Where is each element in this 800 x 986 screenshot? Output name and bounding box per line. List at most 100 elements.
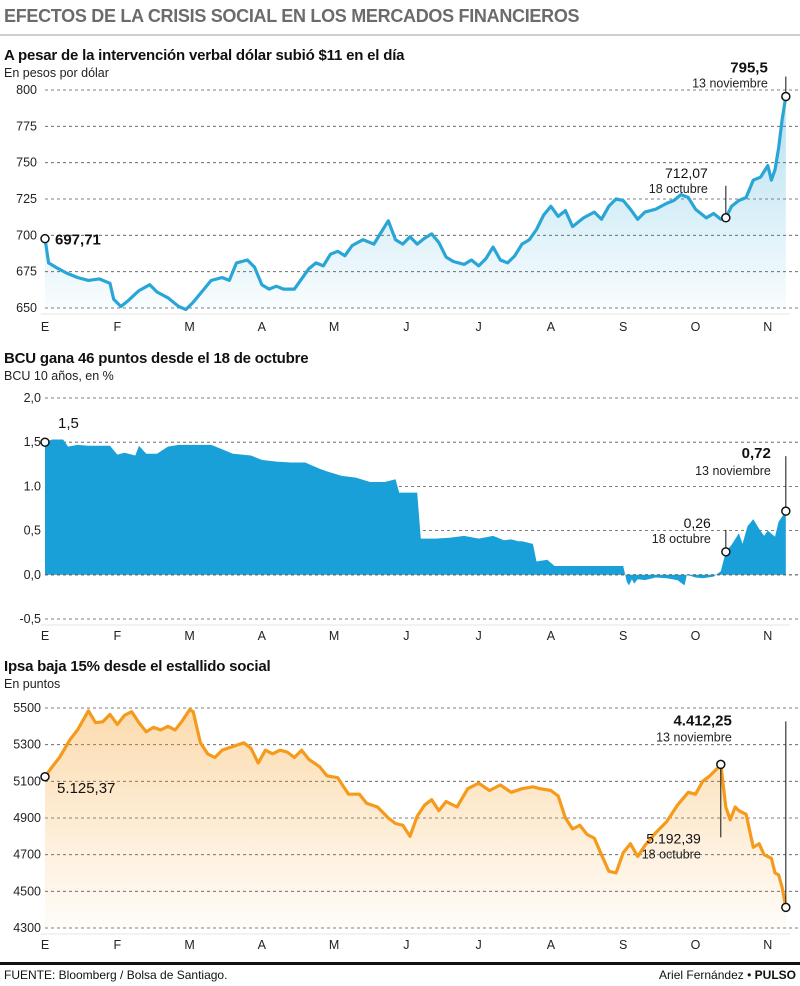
nov13-date-label: 13 noviembre bbox=[656, 730, 732, 744]
footer-author: Ariel Fernández bbox=[659, 968, 744, 982]
x-tick-label: M bbox=[329, 320, 339, 334]
series-area bbox=[45, 96, 786, 310]
x-tick-label: N bbox=[763, 320, 772, 334]
nov13-value-label: 795,5 bbox=[730, 60, 768, 77]
x-tick-label: S bbox=[619, 629, 627, 643]
nov13-date-label: 13 noviembre bbox=[695, 464, 771, 478]
x-tick-label: M bbox=[329, 938, 339, 952]
oct18-value-label: 5.192,39 bbox=[646, 830, 701, 846]
y-tick-label: 0,5 bbox=[24, 524, 41, 538]
y-tick-label: 4900 bbox=[13, 811, 41, 825]
series-line bbox=[43, 708, 788, 908]
series-area bbox=[45, 709, 786, 928]
y-tick-label: 650 bbox=[16, 301, 37, 315]
x-tick-label: A bbox=[258, 320, 267, 334]
x-tick-label: J bbox=[476, 629, 482, 643]
start-value-label: 5.125,37 bbox=[57, 780, 115, 797]
x-tick-label: M bbox=[184, 629, 194, 643]
series-area bbox=[45, 439, 786, 586]
y-tick-label: 4300 bbox=[13, 921, 41, 935]
footer-brand: PULSO bbox=[754, 968, 796, 982]
y-tick-label: 750 bbox=[16, 156, 37, 170]
x-tick-label: O bbox=[691, 320, 701, 334]
nov13-value-label: 0,72 bbox=[742, 445, 771, 462]
x-tick-label: M bbox=[184, 320, 194, 334]
oct18-value-label: 0,26 bbox=[684, 515, 711, 531]
start-value-label: 1,5 bbox=[58, 415, 79, 432]
nov13-value-label: 4.412,25 bbox=[673, 712, 731, 729]
x-tick-label: N bbox=[763, 938, 772, 952]
y-tick-label: 1,5 bbox=[24, 435, 41, 449]
x-tick-label: A bbox=[258, 938, 267, 952]
bcu-chart-title: BCU gana 46 puntos desde el 18 de octubr… bbox=[4, 350, 309, 367]
nov13-date-label: 13 noviembre bbox=[692, 77, 768, 91]
header-divider bbox=[0, 34, 800, 36]
x-tick-label: A bbox=[258, 629, 267, 643]
y-tick-label: 5100 bbox=[13, 774, 41, 788]
usd-chart-subtitle: En pesos por dólar bbox=[4, 66, 109, 80]
y-tick-label: 1.0 bbox=[24, 479, 41, 493]
start-marker bbox=[40, 437, 50, 447]
x-tick-label: J bbox=[476, 938, 482, 952]
page-title: EFECTOS DE LA CRISIS SOCIAL EN LOS MERCA… bbox=[4, 6, 580, 26]
y-tick-label: 675 bbox=[16, 265, 37, 279]
bcu-chart: 2,0 1,5 1.0 0,5 0,0 -0,5E F M A M J J A S O N 1,5 0,2618 … bbox=[19, 391, 800, 643]
y-tick-label: 5300 bbox=[13, 738, 41, 752]
y-tick-label: 0,0 bbox=[24, 568, 41, 582]
nov13-marker bbox=[781, 91, 791, 102]
y-tick-label: 2,0 bbox=[24, 391, 41, 405]
ipsa-chart-subtitle: En puntos bbox=[4, 677, 61, 691]
x-tick-label: N bbox=[763, 629, 772, 643]
x-tick-label: F bbox=[113, 320, 121, 334]
footer-separator: • bbox=[747, 968, 752, 982]
oct18-date-label: 18 octubre bbox=[652, 532, 711, 546]
x-tick-label: E bbox=[41, 629, 49, 643]
y-tick-label: -0,5 bbox=[19, 612, 41, 626]
footer-credit: Ariel Fernández • PULSO bbox=[659, 968, 796, 982]
ipsa-chart-title: Ipsa baja 15% desde el estallido social bbox=[4, 658, 271, 675]
x-tick-label: F bbox=[113, 629, 121, 643]
x-tick-label: J bbox=[403, 629, 409, 643]
oct18-value-label: 712,07 bbox=[665, 165, 708, 181]
x-tick-label: O bbox=[691, 938, 701, 952]
x-tick-label: S bbox=[619, 938, 627, 952]
nov13-marker bbox=[781, 902, 791, 913]
start-marker bbox=[40, 233, 50, 244]
start-marker bbox=[40, 772, 50, 782]
x-tick-label: F bbox=[113, 938, 121, 952]
x-tick-label: E bbox=[41, 938, 49, 952]
usd-chart-title: A pesar de la intervención verbal dólar … bbox=[4, 47, 405, 64]
oct18-marker bbox=[721, 547, 731, 557]
y-tick-label: 5500 bbox=[13, 701, 41, 715]
x-tick-label: A bbox=[547, 938, 556, 952]
usd-clp-chart: 800 775 750 725 700 675 650 E F M A M J J A S O N 697,71 71… bbox=[16, 60, 800, 334]
footer-divider bbox=[0, 962, 800, 965]
oct18-date-label: 18 octubre bbox=[642, 847, 701, 861]
bcu-chart-subtitle: BCU 10 años, en % bbox=[4, 369, 114, 383]
x-tick-label: E bbox=[41, 320, 49, 334]
x-tick-label: J bbox=[403, 938, 409, 952]
start-value-label: 697,71 bbox=[55, 232, 101, 249]
oct18-date-label: 18 octubre bbox=[649, 182, 708, 196]
y-tick-label: 775 bbox=[16, 119, 37, 133]
oct18-marker bbox=[721, 213, 731, 223]
x-tick-label: M bbox=[184, 938, 194, 952]
nov13-marker bbox=[781, 506, 791, 516]
y-tick-label: 700 bbox=[16, 228, 37, 242]
x-tick-label: A bbox=[547, 320, 556, 334]
header: EFECTOS DE LA CRISIS SOCIAL EN LOS MERCA… bbox=[0, 0, 800, 36]
x-tick-label: J bbox=[476, 320, 482, 334]
x-tick-label: O bbox=[691, 629, 701, 643]
y-tick-label: 800 bbox=[16, 83, 37, 97]
footer-source: FUENTE: Bloomberg / Bolsa de Santiago. bbox=[4, 968, 228, 982]
y-tick-label: 725 bbox=[16, 192, 37, 206]
x-tick-label: J bbox=[403, 320, 409, 334]
y-tick-label: 4500 bbox=[13, 884, 41, 898]
x-tick-label: A bbox=[547, 629, 556, 643]
series-line bbox=[43, 96, 788, 312]
oct18-marker bbox=[716, 759, 726, 770]
x-tick-label: M bbox=[329, 629, 339, 643]
y-tick-label: 4700 bbox=[13, 848, 41, 862]
x-tick-label: S bbox=[619, 320, 627, 334]
